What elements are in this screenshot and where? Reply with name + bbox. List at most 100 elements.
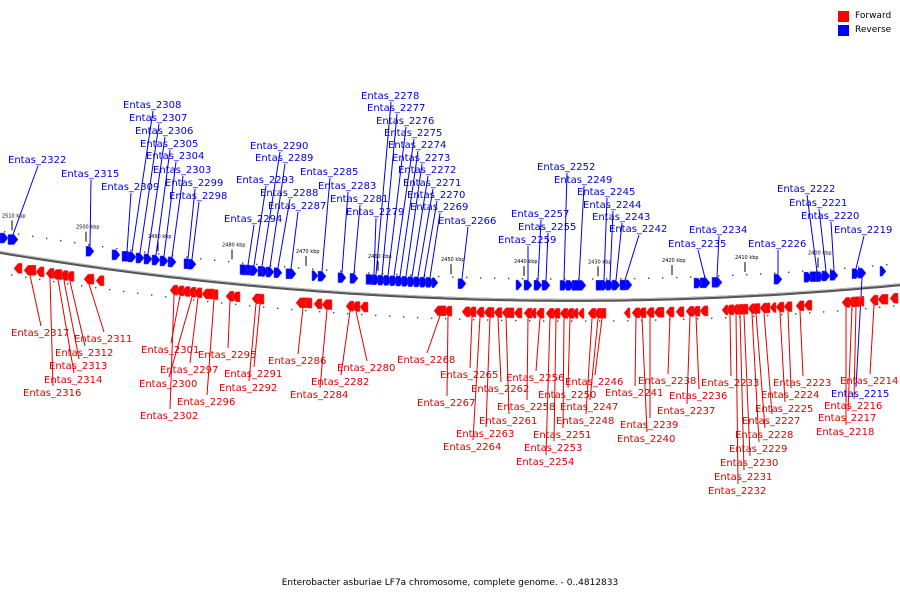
reverse-gene-label: Entas_2221 <box>789 198 847 209</box>
forward-gene-label: Entas_2218 <box>816 427 874 438</box>
track-dot <box>459 319 460 320</box>
reverse-gene-arrow <box>312 271 318 281</box>
track-dot <box>396 274 397 275</box>
forward-gene-label: Entas_2228 <box>735 430 793 441</box>
reverse-gene-arrow <box>188 259 196 269</box>
forward-gene-label: Entas_2223 <box>773 378 831 389</box>
track-dot <box>473 319 474 320</box>
gene-leader-line <box>595 318 602 375</box>
forward-gene-label: Entas_2253 <box>524 443 582 454</box>
forward-gene-arrow <box>322 300 332 310</box>
track-dot <box>515 320 516 321</box>
gene-leader-line <box>870 305 874 374</box>
reverse-gene-label: Entas_2269 <box>410 202 468 213</box>
track-dot <box>200 258 201 259</box>
track-dot <box>158 253 159 254</box>
gene-leader-line <box>127 193 131 251</box>
track-dot <box>781 314 782 315</box>
track-dot <box>571 320 572 321</box>
forward-gene-label: Entas_2240 <box>617 434 675 445</box>
forward-gene-label: Entas_2254 <box>516 457 574 468</box>
track-dot <box>466 277 467 278</box>
reverse-gene-arrow <box>458 279 466 289</box>
forward-gene-label: Entas_2227 <box>742 416 800 427</box>
forward-gene-label: Entas_2246 <box>565 377 623 388</box>
track-dot <box>690 276 691 277</box>
track-dot <box>151 294 152 295</box>
track-dot <box>25 277 26 278</box>
gene-leader-line <box>498 318 501 382</box>
reverse-gene-label: Entas_2285 <box>300 167 358 178</box>
track-dot <box>130 250 131 251</box>
reverse-gene-label: Entas_2244 <box>583 200 641 211</box>
track-dot <box>858 267 859 268</box>
track-dot <box>242 262 243 263</box>
track-dot <box>865 308 866 309</box>
forward-gene-arrow <box>878 294 888 304</box>
forward-gene-label: Entas_2239 <box>620 420 678 431</box>
forward-gene-label: Entas_2286 <box>268 356 326 367</box>
track-dot <box>585 320 586 321</box>
reverse-gene-arrow <box>144 254 152 264</box>
track-dot <box>347 313 348 314</box>
gene-leader-line <box>207 300 214 395</box>
reverse-gene-label: Entas_2276 <box>376 116 434 127</box>
reverse-gene-arrow <box>136 253 144 263</box>
track-dot <box>109 289 110 290</box>
track-dot <box>830 269 831 270</box>
reverse-gene-arrow <box>524 280 532 290</box>
track-dot <box>634 278 635 279</box>
track-dot <box>606 278 607 279</box>
reverse-gene-label: Entas_2275 <box>384 128 442 139</box>
gene-leader-line <box>30 275 41 326</box>
forward-gene-arrow <box>890 293 898 303</box>
scale-tick-label: 2450 kbp <box>441 257 465 263</box>
reverse-gene-arrow <box>626 280 632 290</box>
reverse-gene-arrow <box>350 273 358 283</box>
track-dot <box>683 319 684 320</box>
gene-leader-line <box>291 212 298 269</box>
reverse-gene-label: Entas_2272 <box>398 165 456 176</box>
reverse-gene-arrow <box>0 233 8 243</box>
legend-reverse: Reverse <box>838 23 891 37</box>
reverse-gene-label: Entas_2299 <box>165 178 223 189</box>
track-dot <box>137 293 138 294</box>
reverse-gene-arrow <box>318 271 326 281</box>
reverse-gene-arrow <box>250 266 258 276</box>
scale-tick-label: 2480 kbp <box>222 242 246 248</box>
track-dot <box>81 285 82 286</box>
track-dot <box>648 278 649 279</box>
track-dot <box>39 279 40 280</box>
scale-tick-label: 2420 kbp <box>662 258 686 264</box>
reverse-gene-label: Entas_2257 <box>511 209 569 220</box>
gene-leader-line <box>642 318 647 432</box>
reverse-gene-arrow <box>858 268 866 278</box>
reverse-gene-label: Entas_2245 <box>577 187 635 198</box>
gene-leader-line <box>228 301 230 348</box>
forward-gene-label: Entas_2295 <box>198 350 256 361</box>
gene-leader-line <box>698 250 705 278</box>
track-dot <box>774 273 775 274</box>
forward-gene-arrow <box>624 308 630 318</box>
forward-gene-arrow <box>796 301 804 311</box>
reverse-gene-arrow <box>112 250 120 260</box>
track-dot <box>676 277 677 278</box>
reverse-gene-label: Entas_2303 <box>153 165 211 176</box>
track-dot <box>298 267 299 268</box>
track-dot <box>795 313 796 314</box>
forward-gene-label: Entas_2280 <box>337 363 395 374</box>
reverse-gene-label: Entas_2281 <box>330 194 388 205</box>
reverse-gene-arrow <box>8 235 18 245</box>
reverse-gene-label: Entas_2287 <box>268 201 326 212</box>
forward-gene-arrow <box>578 308 584 318</box>
reverse-gene-label: Entas_2283 <box>318 181 376 192</box>
reverse-gene-arrow <box>338 273 346 283</box>
track-dot <box>228 261 229 262</box>
gene-leader-line <box>356 312 367 361</box>
track-dot <box>18 233 19 234</box>
reverse-gene-label: Entas_2219 <box>834 225 892 236</box>
gene-leader-line <box>298 308 303 354</box>
track-dot <box>599 320 600 321</box>
track-dot <box>697 318 698 319</box>
track-dot <box>550 278 551 279</box>
